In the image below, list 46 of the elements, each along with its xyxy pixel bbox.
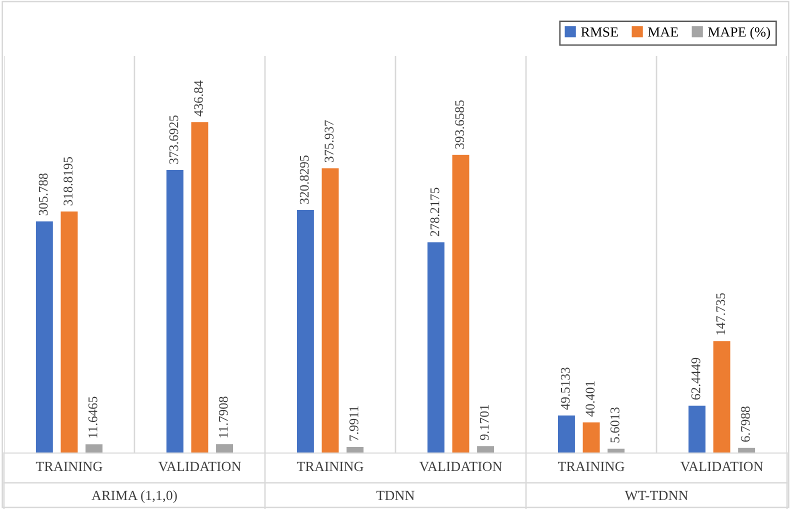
legend-label: MAE xyxy=(648,27,678,37)
data-label: 278.2175 xyxy=(430,188,440,236)
data-label: 5.6013 xyxy=(610,407,620,442)
bar xyxy=(688,406,706,454)
data-label: 373.6925 xyxy=(169,115,178,164)
data-label: 147.735 xyxy=(716,293,726,334)
data-label: 9.1701 xyxy=(480,405,489,440)
bar xyxy=(477,446,494,454)
data-label: 7.9911 xyxy=(349,406,358,441)
bar xyxy=(216,444,234,454)
bar xyxy=(166,170,184,454)
x-tick-label: VALIDATION xyxy=(419,462,502,472)
data-label: 40.401 xyxy=(586,381,595,417)
bar xyxy=(60,212,78,454)
x-tick-label: TRAINING xyxy=(558,462,624,472)
data-label: 49.5133 xyxy=(560,368,570,410)
bar xyxy=(427,242,444,454)
bar xyxy=(191,122,208,454)
legend-label: MAPE (%) xyxy=(708,26,770,40)
data-label: 62.4449 xyxy=(691,358,700,400)
text: TDNN xyxy=(376,490,414,500)
text: ARIMA (1,1,0) xyxy=(92,490,177,503)
bar xyxy=(452,154,470,454)
text: WT-TDNN xyxy=(624,490,688,500)
data-label: 393.6585 xyxy=(455,100,464,149)
data-label: 318.8195 xyxy=(64,157,73,206)
data-label: 436.84 xyxy=(194,80,204,116)
x-tick-label: TRAINING xyxy=(36,462,102,472)
bar xyxy=(86,444,102,454)
bar xyxy=(713,341,730,454)
bar xyxy=(322,168,339,454)
data-label: 11.6465 xyxy=(88,396,98,438)
data-label: 320.8295 xyxy=(300,156,309,204)
data-label: 305.788 xyxy=(38,173,48,216)
x-tick-label: VALIDATION xyxy=(680,462,763,472)
bar xyxy=(582,422,600,454)
x-tick-label: VALIDATION xyxy=(158,462,241,472)
data-label: 375.937 xyxy=(324,120,334,162)
legend-label: RMSE xyxy=(581,27,618,37)
data-label: 6.7988 xyxy=(740,406,750,442)
x-tick-label: TRAINING xyxy=(296,462,364,472)
bar xyxy=(36,221,53,454)
bar xyxy=(296,210,314,454)
bar xyxy=(558,416,575,454)
data-label: 11.7908 xyxy=(218,396,228,438)
bar xyxy=(346,446,364,454)
